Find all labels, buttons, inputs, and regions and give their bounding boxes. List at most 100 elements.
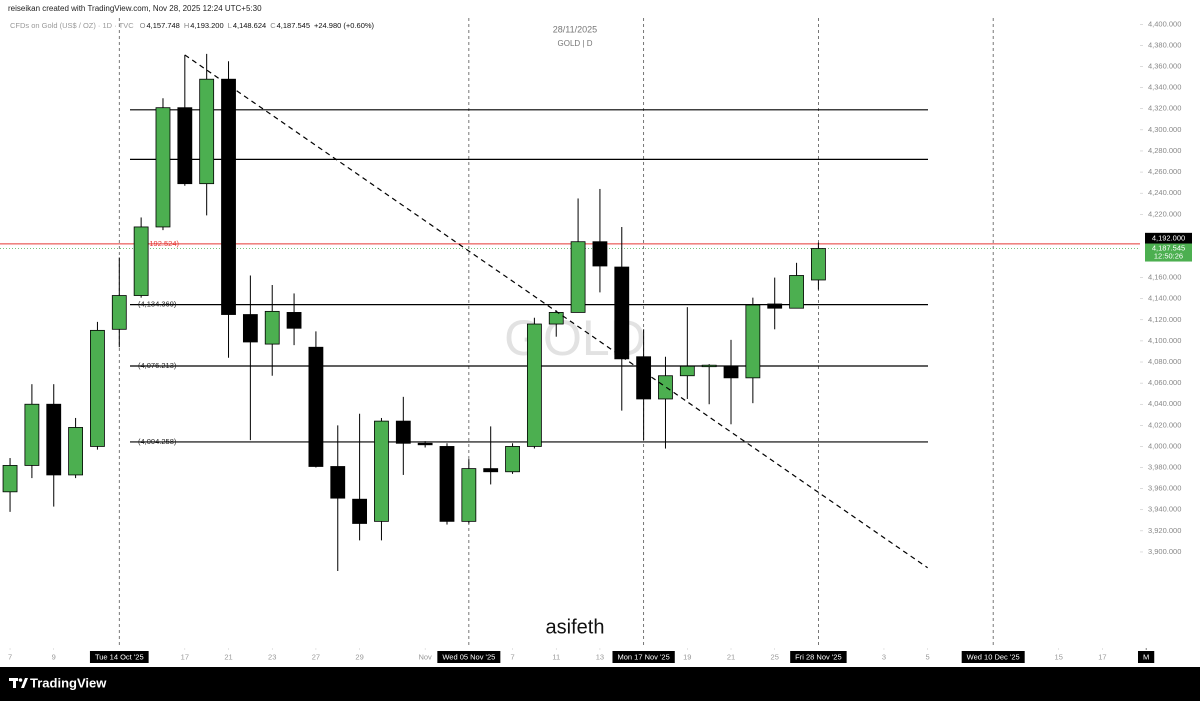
x-tick-label: Wed 05 Nov '25 (442, 652, 495, 661)
candles-layer (2, 53, 826, 571)
level-label: (4,004.258) (138, 437, 177, 446)
y-tick-label: 4,140.000 (1148, 294, 1181, 303)
x-tick-label: 9 (52, 652, 56, 661)
x-tick-label: 5 (926, 652, 930, 661)
y-tick-label: 4,260.000 (1148, 167, 1181, 176)
y-tick-label: 3,960.000 (1148, 484, 1181, 493)
y-tick-label: 4,040.000 (1148, 399, 1181, 408)
x-tick-label: 7 (510, 652, 514, 661)
legend-key: O (140, 21, 146, 30)
x-tick-label: 15 (1055, 652, 1063, 661)
x-tick-label: 25 (771, 652, 779, 661)
x-tick-label: 7 (8, 652, 12, 661)
y-tick-label: 3,940.000 (1148, 505, 1181, 514)
candle-body (242, 314, 258, 343)
candle-body (2, 465, 18, 493)
candle-body (658, 375, 673, 400)
overlay-layer: CFDs on Gold (US$ / OZ) · 1D · TVC O 4,157… (10, 21, 1192, 663)
candle-body (330, 466, 346, 499)
grid-layer: 4,400.000 4,380.000 4,360.000 4,340.000 4,32… (8, 18, 1181, 661)
last-price-box (1145, 243, 1192, 262)
y-tick-label: 4,100.000 (1148, 336, 1181, 345)
candle-body (614, 266, 630, 360)
candle-body (439, 446, 455, 522)
annotation: asifeth (546, 616, 605, 638)
x-tick-label: 23 (268, 652, 276, 661)
y-tick-label: 4,080.000 (1148, 357, 1181, 366)
candle-body (505, 446, 520, 473)
x-tick-box (790, 651, 847, 663)
y-tick-label: 4,360.000 (1148, 62, 1181, 71)
y-tick-label: 4,240.000 (1148, 188, 1181, 197)
x-tick-label: 11 (552, 652, 560, 661)
candle-body (526, 323, 542, 447)
symbol: CFDs on Gold (US$ / OZ) · 1D · TVC (10, 21, 134, 30)
footer-bar (0, 667, 1200, 701)
legend-value: 4,148.624 (233, 21, 266, 30)
y-tick-label: 4,380.000 (1148, 40, 1181, 49)
candle-body (374, 420, 389, 522)
candle-body (264, 310, 280, 345)
price-line-label: 4,192.000 (1152, 233, 1185, 242)
candle-body (679, 365, 695, 377)
candle-body (483, 468, 499, 473)
candle-body (155, 107, 171, 228)
candle-body (133, 226, 149, 296)
y-tick-label: 3,980.000 (1148, 463, 1181, 472)
y-tick-label: 4,400.000 (1148, 19, 1181, 28)
candle-body (46, 403, 62, 476)
y-tick-label: 4,220.000 (1148, 209, 1181, 218)
candle-body (701, 364, 717, 368)
x-tick-label: 21 (727, 652, 735, 661)
y-tick-label: 4,020.000 (1148, 420, 1181, 429)
legend-key: L (228, 21, 232, 30)
candle-body (395, 420, 411, 444)
price-line-box (1145, 232, 1192, 244)
chart-date: 28/11/2025 (553, 24, 597, 34)
candle-body (745, 304, 761, 379)
y-tick-label: 3,920.000 (1148, 526, 1181, 535)
x-tick-label: 3 (882, 652, 886, 661)
x-tick-label: 29 (355, 652, 363, 661)
y-tick-label: 4,060.000 (1148, 378, 1181, 387)
x-tick-box (437, 651, 501, 663)
candle-body (811, 248, 826, 281)
y-tick-label: 4,300.000 (1148, 125, 1181, 134)
candle-body (221, 78, 236, 315)
candle-body (24, 403, 40, 466)
y-tick-label: 4,160.000 (1148, 273, 1181, 282)
candle-body (68, 427, 83, 476)
candle-body (548, 312, 564, 325)
candle-body (789, 275, 804, 309)
x-tick-label: 19 (683, 652, 691, 661)
y-tick-label: 4,320.000 (1148, 104, 1181, 113)
y-tick-label: 3,900.000 (1148, 547, 1181, 556)
credit: reiseikan created with TradingView.com, … (8, 4, 262, 13)
brand: TradingView (30, 675, 107, 690)
x-tick-label: 17 (181, 652, 189, 661)
logo-shape (18, 678, 23, 682)
y-tick-label: 4,000.000 (1148, 441, 1181, 450)
candle-body (90, 329, 105, 447)
level-label: (4,134.369) (138, 300, 177, 309)
legend-value: 4,187.545 (277, 21, 310, 30)
candle-body (417, 442, 433, 446)
x-tick-box (1137, 651, 1155, 663)
x-tick-label: 21 (224, 652, 232, 661)
x-tick-label: Mon 17 Nov '25 (617, 652, 669, 661)
legend-value: 4,193.200 (190, 21, 223, 30)
candle-body (199, 78, 215, 185)
x-tick-label: M (1143, 652, 1149, 661)
candle-body (111, 295, 127, 330)
logo-shape (13, 678, 16, 688)
candle-body (461, 468, 477, 522)
x-tick-box (612, 651, 675, 663)
y-tick-label: 4,340.000 (1148, 83, 1181, 92)
legend-change: +24.980 (+0.60%) (314, 21, 375, 30)
tv-logo (9, 678, 28, 688)
x-tick-label: Fri 28 Nov '25 (795, 652, 841, 661)
chart-subtitle: GOLD | D (558, 39, 593, 48)
x-tick-box (89, 651, 149, 663)
